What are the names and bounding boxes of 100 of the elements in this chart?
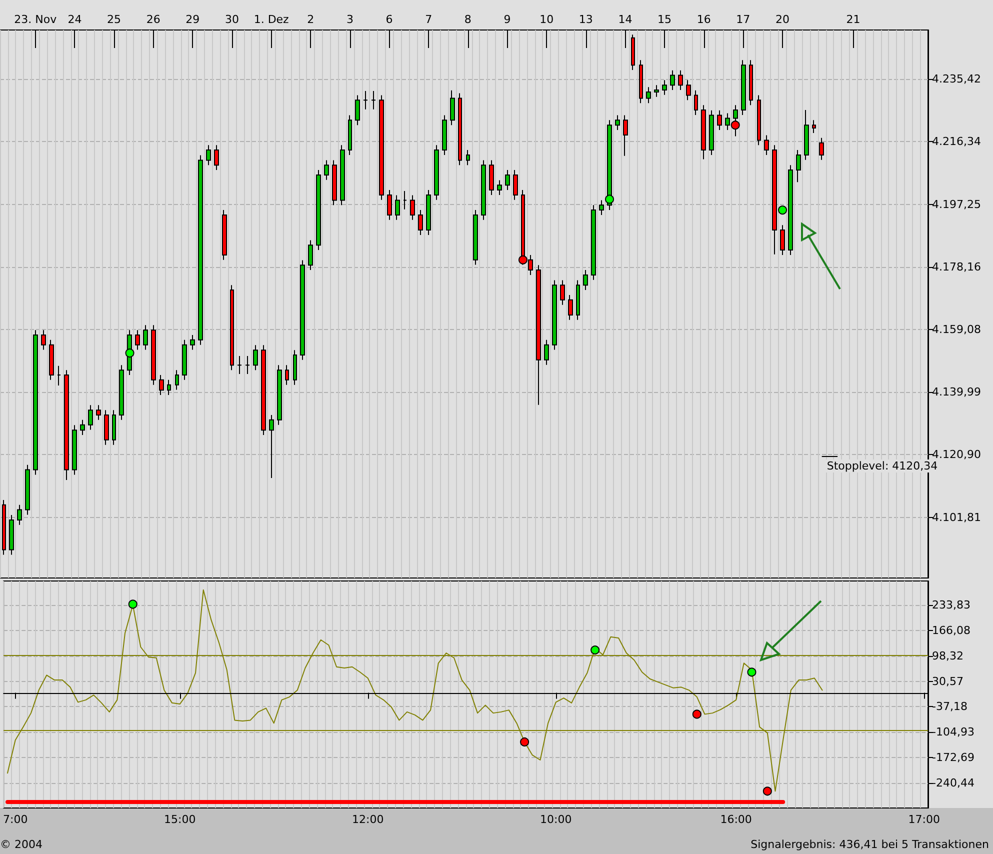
candlestick [536,264,541,406]
candlestick [599,200,604,216]
candlestick [340,144,345,206]
y-tick-label: 4.216,34 [932,135,981,148]
candlestick [662,80,667,96]
candlestick [206,144,211,166]
candlestick [701,104,706,160]
candlestick [623,114,628,156]
candlestick [33,330,38,476]
candlestick [182,339,187,380]
candlestick [426,190,431,236]
candlestick [96,404,101,420]
x-tick-label: 30 [225,13,239,26]
x-tick-label: 3 [346,13,354,26]
candlestick [104,410,109,446]
candlestick [261,344,266,436]
candlestick [513,170,518,200]
candlestick [631,34,635,71]
y-tick-label: 233,83 [932,598,970,612]
x-tick-label: 17:00 [908,813,940,826]
y-tick-label: 4.139,99 [932,386,981,399]
x-tick-label: 7:00 [2,813,28,826]
ref-line-label: Stopplevel: 4120,34 [826,460,938,473]
candlestick [316,170,321,251]
candlestick [741,60,746,116]
candlestick [230,284,234,371]
candlestick [159,374,164,396]
candlestick [473,210,478,266]
candlestick [694,90,698,116]
candlestick [505,170,510,191]
candlestick [151,324,156,386]
candlestick [521,190,525,266]
candlestick [544,339,549,366]
point [605,194,614,204]
candlestick [80,419,85,436]
y-tick-label: -240,44 [932,776,974,790]
candlestick [403,190,407,210]
candlestick [222,210,227,260]
x-tick-label: 20 [776,13,790,26]
x-tick-label: 12:00 [352,813,384,826]
x-tick-label: 10:00 [540,813,572,826]
candlestick [780,224,785,256]
candlestick [363,90,368,110]
candlestick [583,270,588,291]
candlestick [49,339,54,380]
candlestick [434,144,439,200]
x-tick-label: 25 [107,13,122,26]
candlestick [749,60,753,106]
candlestick [764,134,769,156]
y-tick-label: 30,57 [932,674,964,688]
candlestick [678,70,683,91]
candlestick [9,514,14,556]
text: Signalergebnis: 436,41 bei 5 Transaktionen [750,838,990,851]
candlestick [190,334,195,350]
x-tick-label: 14 [618,13,632,26]
text: © 2004 [0,838,42,851]
candlestick [198,154,203,346]
point [518,255,528,264]
point [128,600,138,609]
point [778,206,788,215]
candlestick [481,160,486,220]
candlestick [410,194,415,220]
candlestick [237,355,242,375]
candlestick [143,324,148,350]
candlestick [135,330,140,350]
candlestick [332,160,337,206]
candlestick [670,70,675,91]
candlestick [552,280,557,350]
x-tick-label: 26 [146,13,160,26]
candlestick [119,364,124,420]
candlestick [355,94,360,126]
candlestick [709,110,714,156]
x-tick-label: 15:00 [164,813,196,826]
candlestick [717,110,722,131]
x-tick-label: 24 [68,13,82,26]
x-tick-label: 8 [464,13,472,26]
candlestick [253,344,258,371]
candlestick [576,280,580,320]
candlestick [25,464,30,516]
y-tick-label: 4.159,08 [932,322,981,336]
candlestick [733,104,738,137]
candlestick [285,364,289,386]
x-tick-label: 13 [578,13,593,26]
candlestick [348,114,352,156]
candlestick [175,370,179,390]
candlestick [167,379,171,396]
candlestick [442,114,447,156]
candlestick [450,90,455,126]
candlestick [64,370,69,480]
candlestick [245,355,250,375]
x-tick-label: 23. Nov [14,13,58,26]
x-tick-label: 21 [846,13,860,26]
candlestick [112,410,116,446]
y-tick-label: 166,08 [932,624,970,637]
candlestick [819,137,824,160]
y-tick-label: 98,32 [932,649,964,662]
candlestick [686,80,691,101]
candlestick [324,160,329,180]
candlestick [654,84,659,98]
candlestick [277,364,282,426]
